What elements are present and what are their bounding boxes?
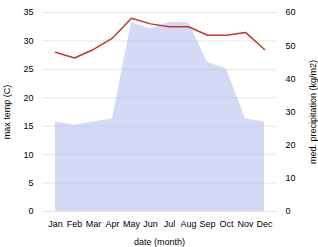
svg-text:50: 50	[286, 41, 296, 51]
svg-text:max temp (C): max temp (C)	[2, 85, 12, 140]
svg-text:Mar: Mar	[86, 219, 102, 229]
svg-text:40: 40	[286, 74, 296, 84]
svg-text:20: 20	[23, 93, 33, 103]
svg-text:20: 20	[286, 140, 296, 150]
svg-text:10: 10	[286, 173, 296, 183]
svg-text:date (month): date (month)	[134, 237, 185, 247]
svg-text:med. precipitation (kg/m2): med. precipitation (kg/m2)	[308, 60, 318, 164]
svg-text:Oct: Oct	[219, 219, 234, 229]
svg-text:Apr: Apr	[105, 219, 119, 229]
svg-text:35: 35	[23, 7, 33, 17]
svg-text:Jan: Jan	[48, 219, 63, 229]
svg-text:0: 0	[28, 206, 33, 216]
svg-text:25: 25	[23, 64, 33, 74]
svg-text:0: 0	[286, 206, 291, 216]
svg-text:Jul: Jul	[164, 219, 176, 229]
svg-text:Feb: Feb	[67, 219, 83, 229]
svg-text:Dec: Dec	[256, 219, 273, 229]
svg-text:May: May	[123, 219, 141, 229]
svg-text:10: 10	[23, 150, 33, 160]
svg-text:Aug: Aug	[180, 219, 196, 229]
svg-text:15: 15	[23, 121, 33, 131]
svg-text:Nov: Nov	[237, 219, 254, 229]
svg-text:30: 30	[286, 107, 296, 117]
svg-text:5: 5	[28, 178, 33, 188]
svg-text:30: 30	[23, 36, 33, 46]
svg-text:Sep: Sep	[199, 219, 215, 229]
svg-text:60: 60	[286, 7, 296, 17]
svg-text:Jun: Jun	[143, 219, 158, 229]
